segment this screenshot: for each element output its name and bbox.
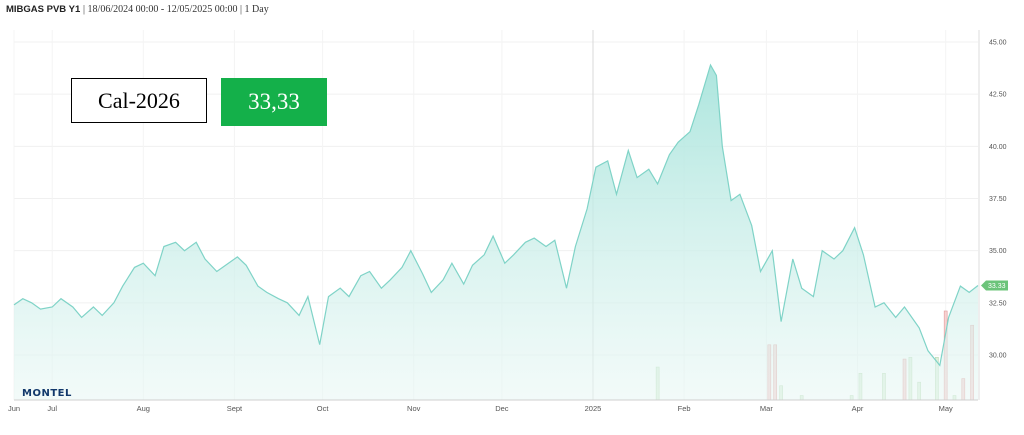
- x-tick-label: May: [939, 404, 953, 413]
- instrument-symbol: MIBGAS PVB Y1: [6, 4, 81, 15]
- contract-label-box: Cal-2026: [71, 78, 207, 123]
- price-area: [13, 63, 979, 400]
- x-tick-label: Jun: [8, 404, 20, 413]
- y-tick-label: 32.50: [989, 300, 1007, 307]
- axes: 30.00 32.50 35.00 37.50 40.00 42.50 45.00 Jun Ju…: [8, 30, 1008, 413]
- last-value-badge-shape: [981, 280, 1008, 291]
- x-tick-label: Jul: [47, 404, 57, 413]
- x-tick-label: Mar: [760, 404, 773, 413]
- date-range: | 18/06/2024 00:00 - 12/05/2025 00:00 | …: [83, 4, 269, 15]
- price-label: 33,33: [248, 89, 300, 114]
- y-tick-label: 30.00: [989, 353, 1007, 360]
- x-tick-label: Oct: [317, 404, 330, 413]
- y-tick-label: 42.50: [989, 92, 1007, 99]
- last-value-label: 33.33: [988, 283, 1006, 290]
- y-tick-label: 45.00: [989, 40, 1007, 47]
- y-tick-label: 40.00: [989, 144, 1007, 151]
- x-tick-label: Aug: [137, 404, 150, 413]
- price-label-box: 33,33: [221, 78, 327, 126]
- x-tick-label: Sept: [227, 404, 243, 413]
- x-tick-label: Apr: [852, 404, 864, 413]
- x-tick-label: 2025: [585, 404, 602, 413]
- chart-header: MIBGAS PVB Y1 | 18/06/2024 00:00 - 12/05…: [6, 4, 269, 15]
- contract-label: Cal-2026: [98, 87, 180, 113]
- x-tick-label: Feb: [678, 404, 691, 413]
- x-tick-label: Dec: [495, 404, 509, 413]
- x-tick-label: Nov: [407, 404, 421, 413]
- montel-logo: MONTEL: [22, 388, 72, 399]
- y-tick-label: 35.00: [989, 248, 1007, 255]
- last-value-badge: 33.33: [981, 280, 1008, 291]
- y-tick-label: 37.50: [989, 196, 1007, 203]
- price-area-fill: [14, 65, 978, 400]
- price-line: [13, 63, 979, 367]
